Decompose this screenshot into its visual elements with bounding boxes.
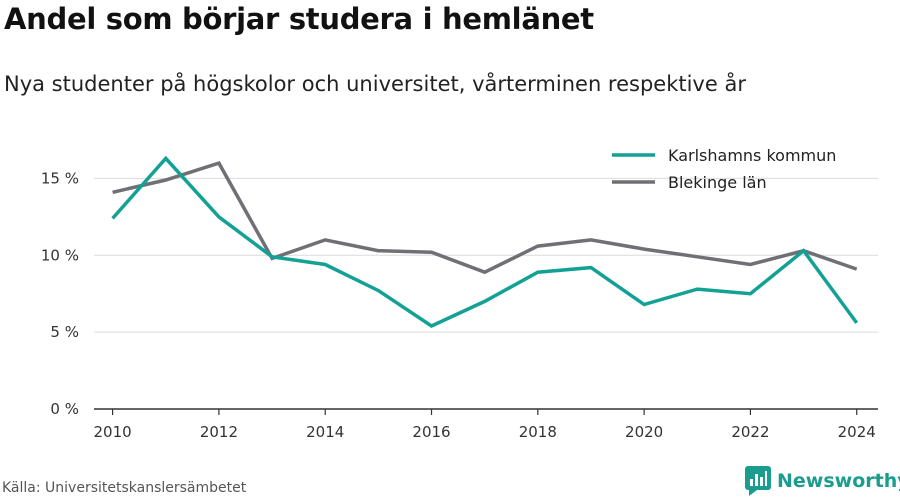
y-tick-label: 15 % xyxy=(41,169,79,187)
x-tick-label: 2016 xyxy=(412,423,450,441)
chart-title: Andel som börjar studera i hemlänet xyxy=(4,2,594,36)
series-lines xyxy=(111,155,859,328)
source-note: Källa: Universitetskanslersämbetet xyxy=(2,480,247,496)
legend-label: Karlshamns kommun xyxy=(668,146,836,165)
x-tick-label: 2010 xyxy=(94,423,132,441)
series-line-1 xyxy=(111,155,859,328)
x-tick-label: 2018 xyxy=(519,423,557,441)
y-tick-label: 0 % xyxy=(50,400,79,418)
x-tick-label: 2014 xyxy=(306,423,344,441)
newsworthy-logo: Newsworthy xyxy=(745,466,900,496)
x-tick-label: 2012 xyxy=(200,423,238,441)
x-tick-label: 2024 xyxy=(838,423,876,441)
series-line-2 xyxy=(112,160,858,275)
brand-name: Newsworthy xyxy=(777,470,900,492)
legend: Karlshamns kommun Blekinge län xyxy=(612,146,836,192)
y-tick-label: 10 % xyxy=(41,246,79,264)
legend-label: Blekinge län xyxy=(668,173,767,192)
y-tick-label: 5 % xyxy=(50,323,79,341)
x-tick-label: 2022 xyxy=(731,423,769,441)
x-axis-ticks: 2010 2012 2014 2016 2018 2020 2022 2024 xyxy=(94,409,876,441)
gridlines xyxy=(94,177,878,333)
chart-subtitle: Nya studenter på högskolor och universit… xyxy=(4,72,746,96)
x-tick-label: 2020 xyxy=(625,423,663,441)
y-axis-tick-labels: 0 % 5 % 10 % 15 % xyxy=(41,169,79,418)
newsworthy-logo-icon xyxy=(745,466,771,496)
